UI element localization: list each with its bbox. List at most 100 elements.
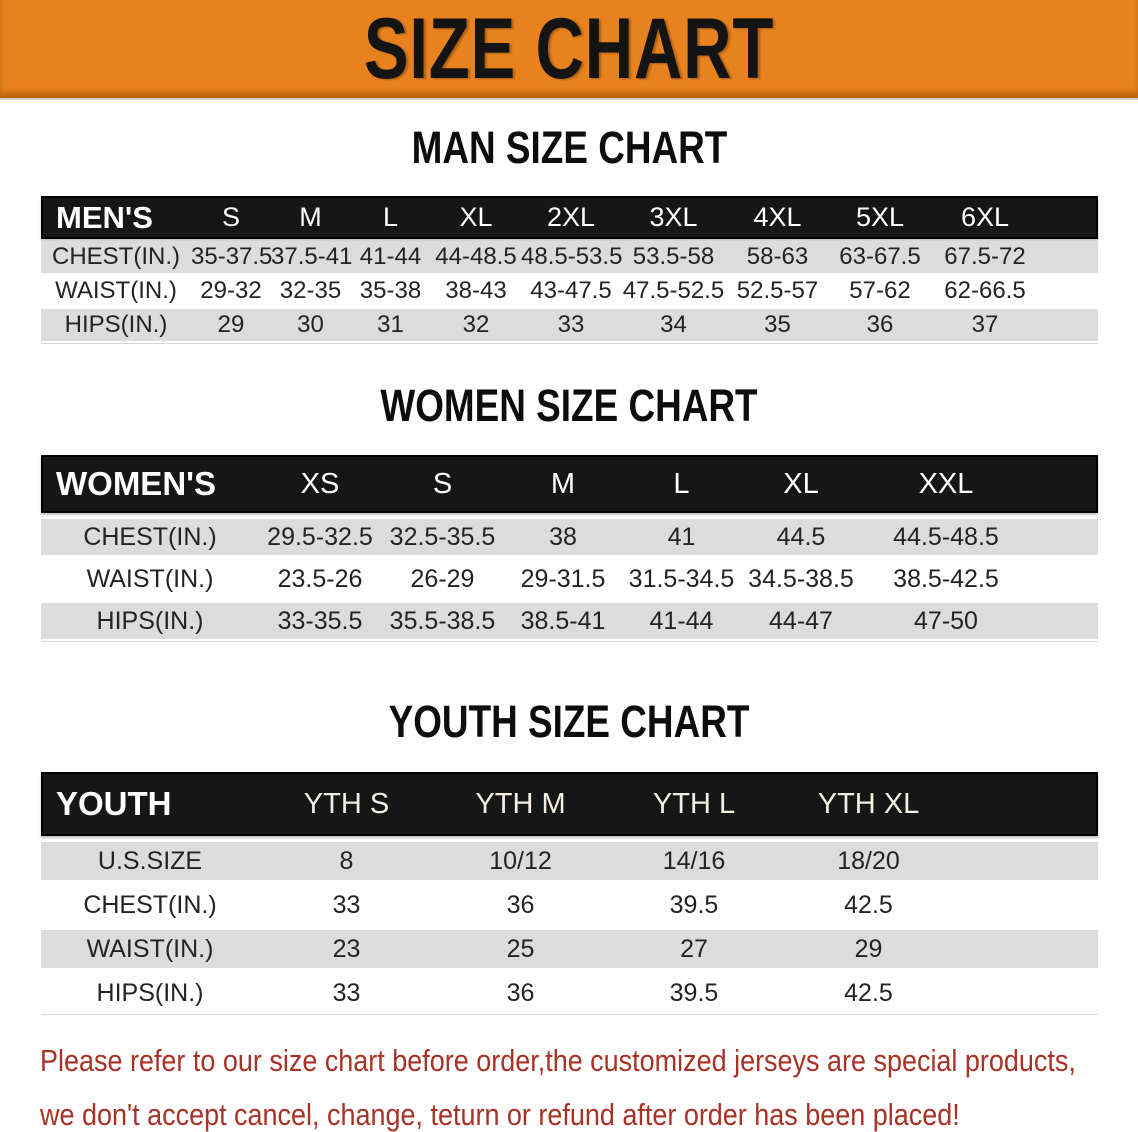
size-chart-banner: SIZE CHART bbox=[0, 0, 1138, 100]
size-column-header: S bbox=[432, 467, 453, 500]
measurement-value-cell: 33 bbox=[332, 890, 361, 919]
men-size-section: MAN SIZE CHART MEN'S S M L XL 2XL 3XL 4XL 5XL 6XL… bbox=[0, 124, 1138, 344]
measurement-value-cell: 23 bbox=[332, 934, 361, 963]
size-column-header: M bbox=[550, 467, 576, 500]
measurement-value-cell: 38.5-41 bbox=[520, 606, 606, 635]
table-row: HIPS(IN.) 33-35.5 35.5-38.5 38.5-41 41-44 44-… bbox=[41, 603, 1098, 639]
table-row: CHEST(IN.) 29.5-32.5 32.5-35.5 38 41 44.5 44.5… bbox=[41, 519, 1098, 555]
measurement-value-cell: 32.5-35.5 bbox=[389, 522, 496, 551]
size-column-header: XL bbox=[459, 202, 493, 232]
measurement-value-cell: 37.5-41 bbox=[271, 243, 353, 270]
measurement-value-cell: 41-44 bbox=[359, 243, 422, 270]
women-section-heading: WOMEN SIZE CHART bbox=[380, 380, 758, 431]
measurement-value-cell: 14/16 bbox=[662, 846, 726, 875]
table-rows: CHEST(IN.) 29.5-32.5 32.5-35.5 38 41 44.5 44.5… bbox=[41, 519, 1098, 639]
measurement-value-cell: 36 bbox=[866, 311, 894, 338]
measurement-value-cell: 44-47 bbox=[769, 606, 833, 635]
measurement-value-cell: 29.5-32.5 bbox=[267, 522, 373, 551]
measurement-value-cell: 32-35 bbox=[279, 277, 342, 304]
men-size-table: MEN'S S M L XL 2XL 3XL 4XL 5XL 6XL CHEST(IN.) 35-3… bbox=[41, 196, 1098, 344]
women-size-section: WOMEN SIZE CHART WOMEN'S XS S M L XL XXL CHEST… bbox=[0, 382, 1138, 642]
measurement-value-cell: 41 bbox=[667, 522, 696, 551]
size-column-header: XL bbox=[783, 467, 819, 500]
measurement-value-cell: 33 bbox=[557, 311, 585, 338]
measurement-value-cell: 33 bbox=[332, 978, 361, 1007]
measurement-row-label: CHEST(IN.) bbox=[52, 243, 180, 270]
measurement-value-cell: 31.5-34.5 bbox=[628, 564, 735, 593]
measurement-value-cell: 44.5 bbox=[776, 522, 826, 551]
table-group-label: MEN'S bbox=[56, 199, 153, 235]
size-column-header: 4XL bbox=[753, 202, 802, 232]
measurement-value-cell: 27 bbox=[680, 934, 708, 963]
size-column-header: YTH M bbox=[475, 787, 566, 820]
table-row: CHEST(IN.) 33 36 39.5 42.5 bbox=[41, 886, 1098, 924]
size-column-header: S bbox=[221, 202, 240, 232]
measurement-value-cell: 35-38 bbox=[359, 277, 422, 304]
measurement-value-cell: 34.5-38.5 bbox=[748, 564, 854, 593]
table-header: WOMEN'S XS S M L XL XXL bbox=[41, 455, 1098, 513]
measurement-value-cell: 33-35.5 bbox=[277, 606, 363, 635]
measurement-value-cell: 29-32 bbox=[200, 277, 262, 304]
size-column-header: YTH L bbox=[652, 787, 736, 820]
size-column-header: M bbox=[299, 202, 322, 232]
measurement-value-cell: 62-66.5 bbox=[944, 277, 1026, 304]
measurement-value-cell: 8 bbox=[339, 846, 354, 875]
measurement-value-cell: 35-37.5 bbox=[191, 243, 273, 270]
measurement-value-cell: 44.5-48.5 bbox=[893, 522, 999, 551]
measurement-value-cell: 41-44 bbox=[649, 606, 714, 635]
measurement-value-cell: 43-47.5 bbox=[530, 277, 612, 304]
measurement-value-cell: 38-43 bbox=[445, 277, 507, 304]
measurement-value-cell: 52.5-57 bbox=[736, 277, 819, 304]
measurement-value-cell: 35.5-38.5 bbox=[389, 606, 496, 635]
measurement-row-label: CHEST(IN.) bbox=[83, 890, 217, 919]
table-header: YOUTH YTH S YTH M YTH L YTH XL bbox=[41, 772, 1098, 836]
measurement-row-label: WAIST(IN.) bbox=[86, 564, 214, 593]
measurement-value-cell: 35 bbox=[764, 311, 791, 338]
measurement-row-label: HIPS(IN.) bbox=[96, 606, 204, 635]
measurement-value-cell: 29-31.5 bbox=[520, 564, 606, 593]
measurement-value-cell: 29 bbox=[217, 311, 245, 338]
men-section-heading: MAN SIZE CHART bbox=[411, 122, 727, 173]
measurement-value-cell: 31 bbox=[377, 311, 404, 338]
measurement-row-label: HIPS(IN.) bbox=[96, 978, 204, 1007]
measurement-value-cell: 10/12 bbox=[489, 846, 552, 875]
measurement-value-cell: 58-63 bbox=[746, 243, 809, 270]
size-column-header: L bbox=[673, 467, 690, 500]
disclaimer-line-2: we don't accept cancel, change, teturn o… bbox=[40, 1097, 960, 1132]
measurement-value-cell: 36 bbox=[506, 890, 535, 919]
measurement-value-cell: 30 bbox=[297, 311, 324, 338]
measurement-value-cell: 39.5 bbox=[669, 890, 719, 919]
youth-section-heading: YOUTH SIZE CHART bbox=[388, 696, 750, 747]
measurement-row-label: HIPS(IN.) bbox=[64, 311, 168, 338]
measurement-value-cell: 36 bbox=[506, 978, 535, 1007]
size-column-header: YTH S bbox=[303, 787, 390, 820]
size-column-header: YTH XL bbox=[817, 787, 920, 820]
size-column-header: XS bbox=[300, 467, 340, 500]
table-row: WAIST(IN.) 23.5-26 26-29 29-31.5 31.5-34.5 34… bbox=[41, 561, 1098, 597]
banner-title: SIZE CHART bbox=[363, 1, 775, 97]
measurement-value-cell: 39.5 bbox=[669, 978, 719, 1007]
measurement-value-cell: 25 bbox=[506, 934, 535, 963]
measurement-value-cell: 67.5-72 bbox=[944, 243, 1026, 270]
size-column-header: 5XL bbox=[855, 202, 905, 232]
measurement-value-cell: 38 bbox=[549, 522, 577, 551]
table-row: HIPS(IN.) 29 30 31 32 33 34 35 36 37 bbox=[41, 309, 1098, 341]
measurement-row-label: WAIST(IN.) bbox=[55, 277, 177, 304]
table-row: WAIST(IN.) 29-32 32-35 35-38 38-43 43-47.5 47.… bbox=[41, 275, 1098, 307]
table-row: HIPS(IN.) 33 36 39.5 42.5 bbox=[41, 974, 1098, 1012]
measurement-value-cell: 23.5-26 bbox=[277, 564, 363, 593]
measurement-value-cell: 26-29 bbox=[410, 564, 475, 593]
measurement-value-cell: 29 bbox=[854, 934, 883, 963]
measurement-value-cell: 42.5 bbox=[844, 978, 893, 1007]
youth-size-table: YOUTH YTH S YTH M YTH L YTH XL U.S.SIZE 8 10/1… bbox=[41, 772, 1098, 1015]
measurement-row-label: WAIST(IN.) bbox=[86, 934, 214, 963]
table-rows: U.S.SIZE 8 10/12 14/16 18/20 CHEST(IN.) 33 36 39… bbox=[41, 842, 1098, 1012]
disclaimer-line-1: Please refer to our size chart before or… bbox=[40, 1043, 1076, 1078]
table-header: MEN'S S M L XL 2XL 3XL 4XL 5XL 6XL bbox=[41, 196, 1098, 239]
measurement-value-cell: 57-62 bbox=[849, 277, 911, 304]
size-column-header: L bbox=[382, 202, 399, 232]
table-row: U.S.SIZE 8 10/12 14/16 18/20 bbox=[41, 842, 1098, 880]
size-column-header: 6XL bbox=[960, 202, 1010, 232]
order-disclaimer: Please refer to our size chart before or… bbox=[40, 1037, 1118, 1132]
table-row: WAIST(IN.) 23 25 27 29 bbox=[41, 930, 1098, 968]
